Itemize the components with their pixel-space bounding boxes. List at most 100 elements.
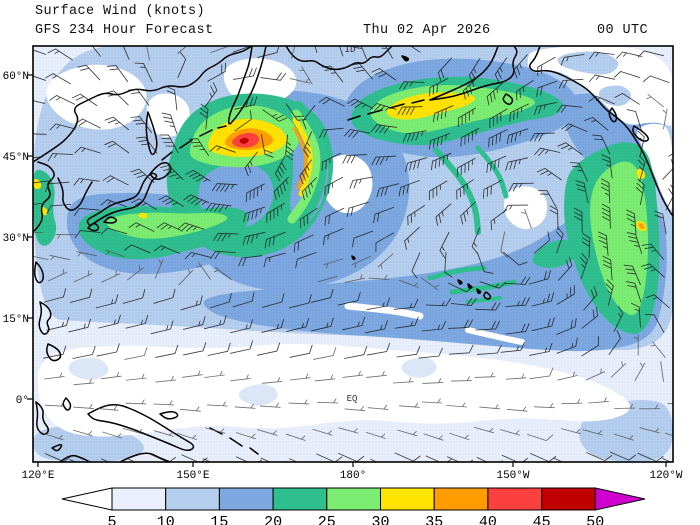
wind-barb: [256, 342, 281, 356]
wind-barb: [569, 162, 589, 182]
wind-barb: [448, 319, 473, 329]
coastline: [33, 161, 55, 233]
wind-speed-region: [106, 212, 228, 239]
wind-barb: [588, 74, 616, 82]
wind-barb: [303, 131, 313, 158]
wind-barb: [122, 427, 143, 435]
wind-barb: [404, 226, 420, 250]
wind-barb: [623, 264, 641, 286]
wind-barb-layer: [33, 46, 673, 462]
wind-speed-shading-layer: [33, 46, 673, 462]
wind-barb: [232, 292, 255, 308]
wind-barb: [608, 329, 621, 356]
wind-barb: [344, 406, 366, 412]
wind-barb: [33, 100, 46, 104]
wind-barb: [479, 404, 501, 410]
wind-barb: [643, 75, 670, 83]
wind-speed-region: [238, 384, 278, 406]
wind-barb: [630, 302, 641, 328]
wind-barb: [155, 344, 179, 358]
wind-speed-region: [37, 344, 630, 437]
wind-barb: [264, 231, 286, 249]
wind-barb: [204, 370, 225, 378]
wind-barb: [310, 288, 334, 303]
wind-barb: [95, 294, 119, 309]
wind-barb: [205, 203, 232, 213]
coastline: [199, 129, 213, 137]
wind-barb: [314, 374, 336, 382]
wind-barb: [506, 128, 529, 145]
wind-barb: [126, 265, 144, 281]
wind-barb: [504, 276, 531, 285]
lon-tick-label: 120°W: [649, 470, 682, 482]
colorbar-value-label: 50: [586, 514, 604, 525]
wind-barb: [626, 209, 637, 235]
coastline: [119, 452, 171, 462]
wind-barb: [661, 457, 672, 462]
wind-barb: [531, 292, 555, 307]
wind-barb: [476, 344, 502, 355]
wind-barb: [211, 183, 238, 192]
wind-barb: [290, 46, 296, 59]
wind-barb: [600, 178, 611, 204]
wind-barb: [616, 51, 643, 59]
wind-barb: [33, 75, 47, 81]
wind-barb: [418, 347, 443, 359]
wind-barb: [286, 318, 310, 332]
coastline: [632, 125, 650, 142]
wind-barb: [505, 323, 530, 335]
wind-barb: [588, 95, 615, 105]
wind-barb: [203, 315, 227, 330]
wind-barb: [486, 82, 503, 106]
wind-barb: [98, 314, 121, 329]
wind-barb: [289, 458, 316, 462]
wind-barb: [609, 451, 637, 461]
wind-barb: [500, 429, 521, 436]
wind-barb: [613, 433, 634, 441]
wind-barb: [477, 252, 494, 274]
wind-barb: [259, 402, 281, 408]
colorbar-value-label: 5: [107, 514, 116, 525]
wind-barb: [124, 346, 148, 360]
coastline: [502, 93, 514, 106]
wind-barb: [350, 63, 373, 80]
wind-barb: [450, 297, 477, 307]
coastline: [149, 162, 172, 180]
wind-barb: [33, 256, 49, 260]
wind-barb: [285, 433, 306, 441]
wind-speed-region: [320, 154, 373, 214]
lat-tick-label: 30°N: [3, 233, 29, 245]
coastline: [62, 397, 72, 411]
wind-barb: [489, 108, 508, 129]
wind-barb: [100, 227, 128, 235]
wind-barb: [74, 118, 101, 129]
wind-barb: [153, 430, 174, 437]
wind-barb: [407, 205, 425, 226]
wind-barb: [150, 320, 174, 335]
wind-barb: [370, 103, 397, 113]
wind-barb: [494, 57, 508, 83]
lat-tick-label: 45°N: [3, 152, 29, 164]
wind-barb: [299, 207, 318, 229]
wind-barb: [555, 227, 564, 254]
coastline: [457, 279, 463, 285]
wind-barb: [366, 297, 391, 311]
wind-barb: [72, 93, 98, 107]
wind-barb: [588, 397, 609, 404]
wind-speed-region: [638, 222, 645, 230]
coastline-layer: [33, 46, 673, 462]
wind-barb: [501, 454, 529, 462]
wind-speed-band: [287, 109, 321, 224]
wind-barb: [46, 316, 70, 331]
wind-barb: [557, 142, 583, 155]
wind-speed-band: [287, 101, 328, 235]
wind-barb: [101, 458, 128, 462]
wind-barb: [581, 233, 591, 259]
wind-barb: [96, 343, 120, 357]
wind-barb: [396, 345, 421, 358]
wind-barb: [234, 96, 258, 110]
valid-time-label: 00 UTC: [597, 23, 649, 38]
wind-barb: [33, 156, 43, 159]
coastline: [33, 261, 44, 284]
wind-barb: [43, 372, 65, 380]
